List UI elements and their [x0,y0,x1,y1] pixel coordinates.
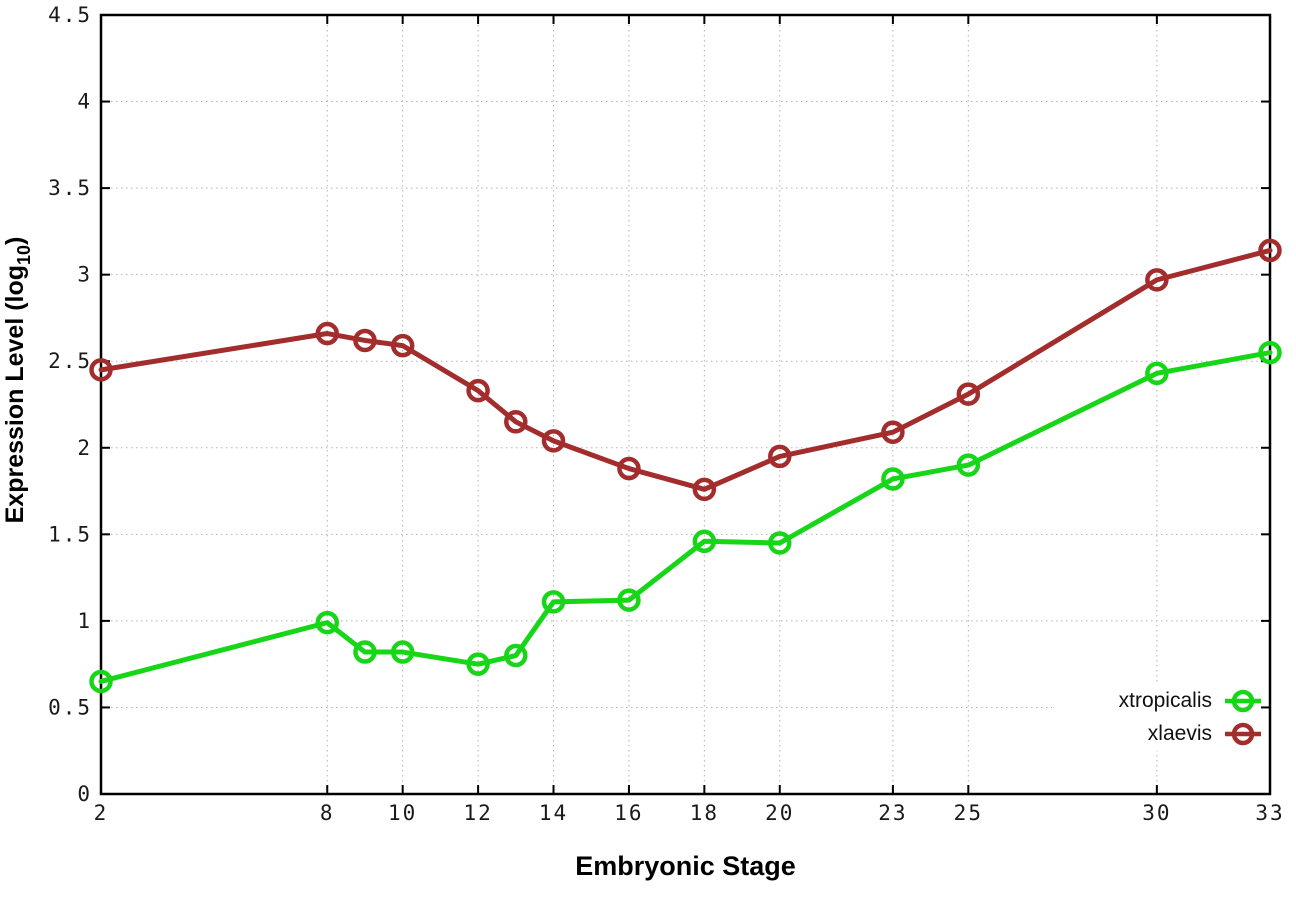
legend-label-xlaevis: xlaevis [1147,722,1212,745]
svg-text:33: 33 [1255,801,1284,825]
svg-text:10: 10 [388,801,417,825]
svg-text:23: 23 [878,801,907,825]
y-axis-title-subscript: 10 [14,244,34,265]
svg-text:16: 16 [614,801,643,825]
svg-text:2.5: 2.5 [48,349,92,373]
legend-item-xtropicalis: xtropicalis [1119,684,1262,717]
y-axis-title-text: Expression Level (log [1,264,29,524]
svg-text:12: 12 [463,801,492,825]
svg-text:8: 8 [320,801,335,825]
svg-text:14: 14 [539,801,568,825]
line-circle-marker-icon [1225,722,1261,745]
legend-item-xlaevis: xlaevis [1119,717,1262,750]
svg-text:20: 20 [765,801,794,825]
svg-text:3.5: 3.5 [48,176,92,200]
legend-label-xtropicalis: xtropicalis [1118,689,1212,712]
line-circle-marker-icon [1225,689,1261,712]
x-axis-title: Embryonic Stage [575,851,796,881]
svg-text:4: 4 [77,90,92,114]
svg-text:3: 3 [77,263,92,287]
svg-text:0.5: 0.5 [48,695,92,719]
svg-text:2: 2 [94,801,109,825]
legend: xtropicalis xlaevis [1119,684,1262,750]
svg-text:25: 25 [954,801,983,825]
svg-text:18: 18 [690,801,719,825]
svg-text:0: 0 [77,782,92,806]
svg-text:2: 2 [77,436,92,460]
svg-text:30: 30 [1142,801,1171,825]
svg-text:4.5: 4.5 [48,3,92,27]
y-axis-title: Expression Level (log10) [1,80,47,680]
svg-text:1.5: 1.5 [48,522,92,546]
y-axis-title-suffix: ) [1,236,29,245]
svg-text:1: 1 [77,609,92,633]
